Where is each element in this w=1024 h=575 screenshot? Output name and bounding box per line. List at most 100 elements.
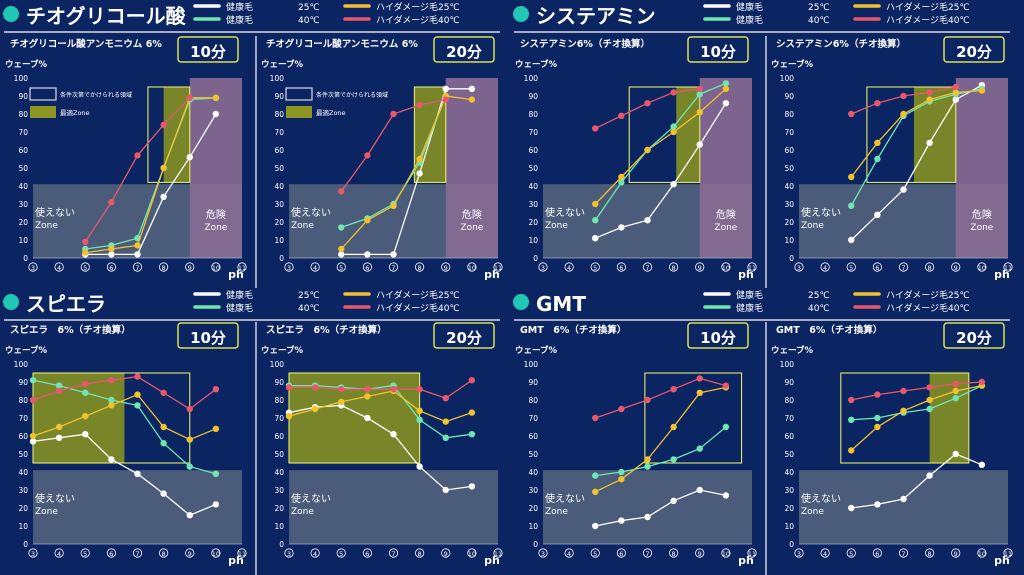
x-tick-marker xyxy=(388,548,399,558)
x-tick-marker xyxy=(669,548,679,558)
time-badge-label: 10分 xyxy=(700,43,736,61)
data-point xyxy=(468,96,476,103)
x-axis-label: ph xyxy=(484,268,500,281)
y-tick-label: 20 xyxy=(528,218,538,227)
y-tick-label: 40 xyxy=(528,468,538,477)
data-point xyxy=(644,513,651,521)
x-tick-label: 7 xyxy=(135,550,139,558)
y-tick-label: 70 xyxy=(784,414,794,423)
x-tick-label: 11 xyxy=(494,550,502,558)
data-point xyxy=(696,486,703,494)
x-tick-label: 9 xyxy=(698,550,702,558)
data-point xyxy=(670,386,677,393)
chart-title: スピエラ 6%（チオ換算） xyxy=(266,324,387,336)
danger-zone xyxy=(699,78,752,258)
x-tick-label: 9 xyxy=(954,550,958,558)
x-axis-label: ph xyxy=(738,268,754,281)
optimal-legend-label: 最適Zone xyxy=(316,108,346,117)
data-point xyxy=(618,173,625,181)
x-tick-label: 8 xyxy=(418,264,422,272)
legend-label: 健康毛 xyxy=(736,302,763,314)
data-point xyxy=(108,251,115,258)
legend-label: 健康毛 xyxy=(736,1,763,13)
data-point xyxy=(160,121,167,128)
x-tick-label: 5 xyxy=(83,264,87,272)
x-tick-label: 5 xyxy=(83,550,87,558)
data-point xyxy=(722,382,730,389)
section-bullet-icon xyxy=(513,294,529,310)
y-tick-label: 40 xyxy=(784,182,794,191)
unusable-zone-sublabel: Zone xyxy=(35,507,58,517)
data-point xyxy=(29,438,37,445)
x-tick-marker xyxy=(695,262,705,272)
x-tick-marker xyxy=(493,262,503,272)
data-point xyxy=(212,386,220,393)
time-badge-label: 10分 xyxy=(190,43,226,61)
data-series-1 xyxy=(592,100,730,242)
y-tick-label: 80 xyxy=(18,396,28,405)
data-point xyxy=(108,199,115,206)
y-tick-label: 20 xyxy=(784,218,794,227)
section-title: GMT xyxy=(536,292,586,316)
data-point xyxy=(285,384,293,391)
data-point xyxy=(186,512,193,519)
data-point xyxy=(468,431,476,438)
danger-zone-sublabel: Zone xyxy=(714,223,737,233)
chart-title: GMT 6%（チオ換算） xyxy=(520,324,626,336)
time-badge: 20分 xyxy=(433,322,495,349)
y-tick-label: 30 xyxy=(274,200,284,209)
data-point xyxy=(390,251,397,258)
legend-temp: 40℃ xyxy=(438,304,460,314)
x-tick-marker xyxy=(237,548,247,558)
x-tick-marker xyxy=(54,548,64,558)
data-point xyxy=(416,416,423,423)
x-tick-label: 7 xyxy=(645,550,649,558)
data-point xyxy=(848,202,855,209)
data-point xyxy=(874,501,881,508)
data-series-3 xyxy=(592,384,730,495)
data-series-1 xyxy=(29,431,220,519)
x-tick-marker xyxy=(1003,262,1013,272)
series-line xyxy=(341,88,472,256)
data-point xyxy=(338,251,345,258)
optimal-legend-swatch xyxy=(286,106,312,118)
data-point xyxy=(468,85,476,92)
data-series-1 xyxy=(848,450,986,512)
x-tick-label: 6 xyxy=(875,264,879,272)
chart-title: GMT 6%（チオ換算） xyxy=(776,324,882,336)
data-point xyxy=(468,409,476,416)
data-point xyxy=(364,393,371,400)
time-badge: 10分 xyxy=(177,36,239,63)
data-point xyxy=(82,238,89,245)
x-tick-label: 4 xyxy=(57,264,61,272)
x-tick-marker xyxy=(362,548,372,558)
data-point xyxy=(82,380,89,387)
x-tick-marker xyxy=(80,548,90,558)
y-tick-label: 40 xyxy=(528,182,538,191)
series-line xyxy=(850,88,983,207)
x-tick-label: 5 xyxy=(339,550,343,558)
chart-title: スピエラ 6%（チオ換算） xyxy=(10,324,131,336)
series-line xyxy=(32,433,217,516)
y-tick-label: 60 xyxy=(528,146,538,155)
data-series-4 xyxy=(848,83,959,118)
data-point xyxy=(29,396,37,404)
y-tick-label: 0 xyxy=(23,540,28,549)
time-badge: 20分 xyxy=(943,36,1005,63)
data-point xyxy=(926,139,933,146)
x-tick-marker xyxy=(211,262,221,272)
data-point xyxy=(212,110,220,118)
x-tick-label: 3 xyxy=(541,264,545,272)
x-tick-marker xyxy=(695,548,705,558)
data-point xyxy=(644,146,651,154)
y-axis-label: ウェーブ% xyxy=(771,59,813,70)
data-point xyxy=(926,89,933,96)
x-tick-marker xyxy=(951,262,961,272)
legend-temp: 25℃ xyxy=(298,291,320,301)
x-tick-label: 10 xyxy=(468,264,476,272)
y-tick-label: 40 xyxy=(784,468,794,477)
data-point xyxy=(29,377,37,384)
